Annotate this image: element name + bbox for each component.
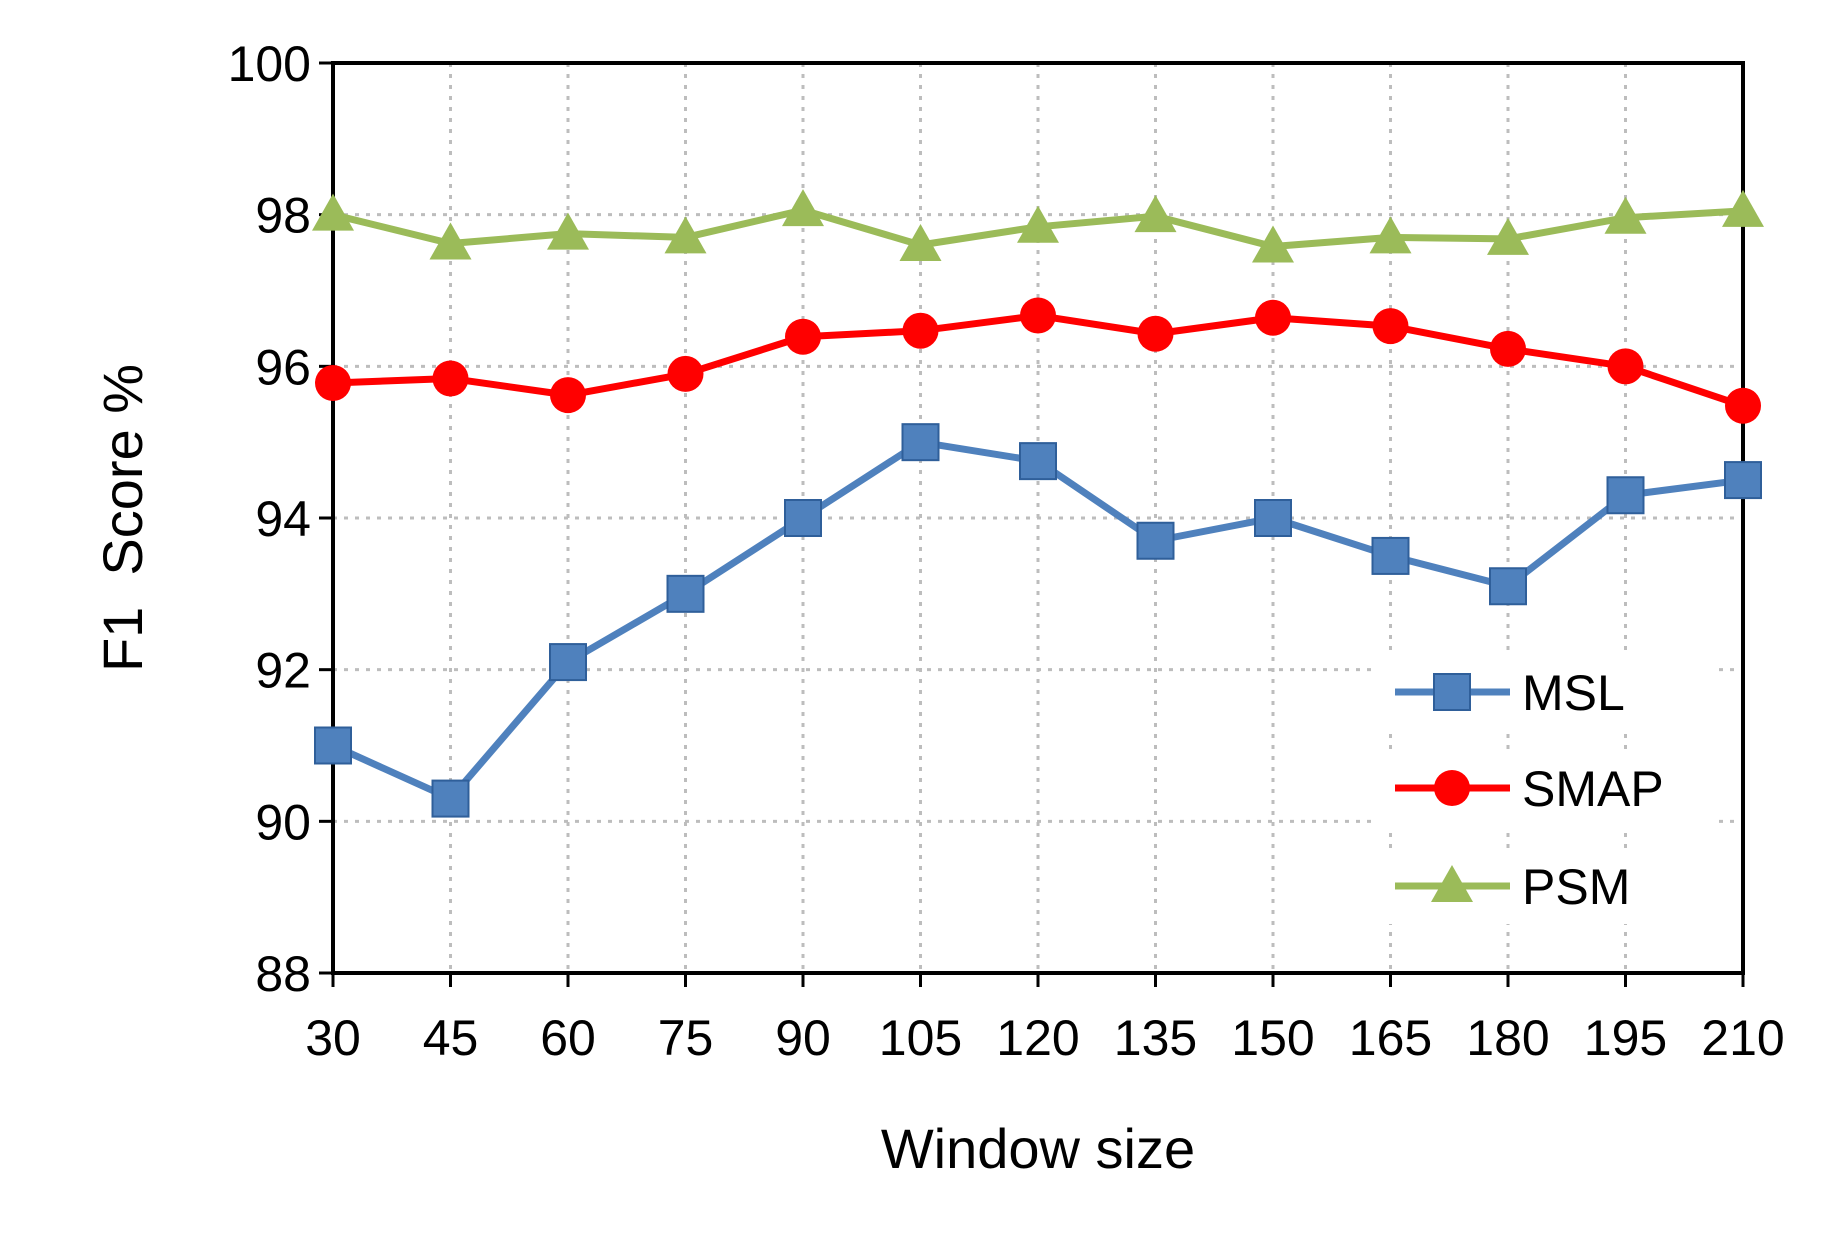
series-msl	[314, 423, 1762, 818]
legend-item-msl: MSL	[1372, 654, 1712, 730]
data-point-smap	[1255, 299, 1291, 336]
data-point-smap	[1725, 387, 1761, 424]
y-tick-label: 98	[255, 188, 311, 244]
legend-marker-msl	[1433, 673, 1471, 711]
data-point-psm	[1604, 196, 1647, 234]
legend-marker-psm	[1431, 865, 1473, 902]
data-point-msl	[1254, 499, 1292, 537]
data-point-msl	[901, 423, 940, 462]
data-point-psm	[312, 193, 354, 231]
x-tick-label: 135	[1114, 1010, 1197, 1066]
data-point-smap	[432, 360, 469, 397]
x-axis-title: Window size	[881, 1117, 1195, 1180]
data-point-psm	[782, 189, 824, 227]
data-point-smap	[902, 312, 939, 349]
data-point-msl	[1606, 476, 1645, 515]
series-group	[312, 189, 1764, 818]
legend-label-smap: SMAP	[1522, 761, 1664, 817]
legend-marker-smap	[1434, 770, 1470, 806]
data-point-psm	[1369, 216, 1412, 254]
data-point-smap	[785, 318, 821, 355]
data-point-msl	[666, 574, 705, 613]
data-point-msl	[1136, 521, 1175, 560]
x-tick-label: 150	[1231, 1010, 1314, 1066]
data-point-smap	[667, 355, 704, 392]
data-point-smap	[315, 365, 351, 402]
data-point-psm	[1252, 225, 1294, 263]
y-tick-label: 96	[255, 339, 311, 395]
data-point-psm	[1722, 189, 1764, 227]
data-point-smap	[1137, 315, 1174, 352]
data-point-psm	[1134, 195, 1177, 233]
y-axis-title: F1 Score %	[91, 364, 154, 672]
grid	[333, 63, 1743, 973]
axis-ticks: 30 45 60 75 90 105 120 135 150 165 180 195 210 88 90 92…	[228, 36, 1785, 1066]
legend: MSL SMAP PSM	[1372, 654, 1712, 924]
y-tick-label: 92	[255, 643, 311, 699]
x-tick-label: 45	[423, 1010, 479, 1066]
data-point-psm	[1487, 217, 1529, 255]
x-tick-label: 120	[996, 1010, 1079, 1066]
x-tick-label: 60	[540, 1010, 596, 1066]
y-tick-label: 100	[228, 36, 311, 92]
x-tick-label: 90	[775, 1010, 831, 1066]
data-point-psm	[899, 224, 942, 261]
data-point-msl	[431, 779, 470, 818]
x-tick-label: 30	[305, 1010, 361, 1066]
data-point-msl	[314, 726, 352, 765]
series-smap	[315, 297, 1761, 424]
series-psm	[312, 189, 1764, 263]
data-point-smap	[550, 377, 586, 414]
data-point-smap	[1490, 330, 1526, 367]
legend-item-psm: PSM	[1372, 848, 1712, 924]
data-point-msl	[1371, 536, 1410, 575]
data-point-smap	[1607, 348, 1644, 385]
data-point-psm	[429, 222, 472, 260]
legend-label-msl: MSL	[1522, 665, 1625, 721]
data-point-psm	[664, 216, 707, 254]
y-tick-label: 94	[255, 491, 311, 547]
data-point-psm	[547, 212, 589, 250]
data-point-msl	[1489, 567, 1527, 606]
legend-item-smap: SMAP	[1372, 750, 1712, 826]
legend-label-psm: PSM	[1522, 859, 1630, 915]
x-tick-label: 195	[1584, 1010, 1667, 1066]
data-point-msl	[549, 643, 587, 682]
y-tick-label: 88	[255, 946, 311, 1002]
x-tick-label: 210	[1701, 1010, 1784, 1066]
data-point-msl	[784, 499, 822, 537]
data-point-psm	[1017, 205, 1059, 243]
x-tick-label: 165	[1349, 1010, 1432, 1066]
y-tick-label: 90	[255, 794, 311, 850]
x-tick-label: 105	[879, 1010, 962, 1066]
x-tick-label: 180	[1466, 1010, 1549, 1066]
data-point-smap	[1020, 297, 1056, 334]
data-point-msl	[1019, 442, 1057, 481]
x-tick-label: 75	[658, 1010, 714, 1066]
data-point-smap	[1372, 308, 1409, 345]
data-point-msl	[1724, 461, 1762, 500]
